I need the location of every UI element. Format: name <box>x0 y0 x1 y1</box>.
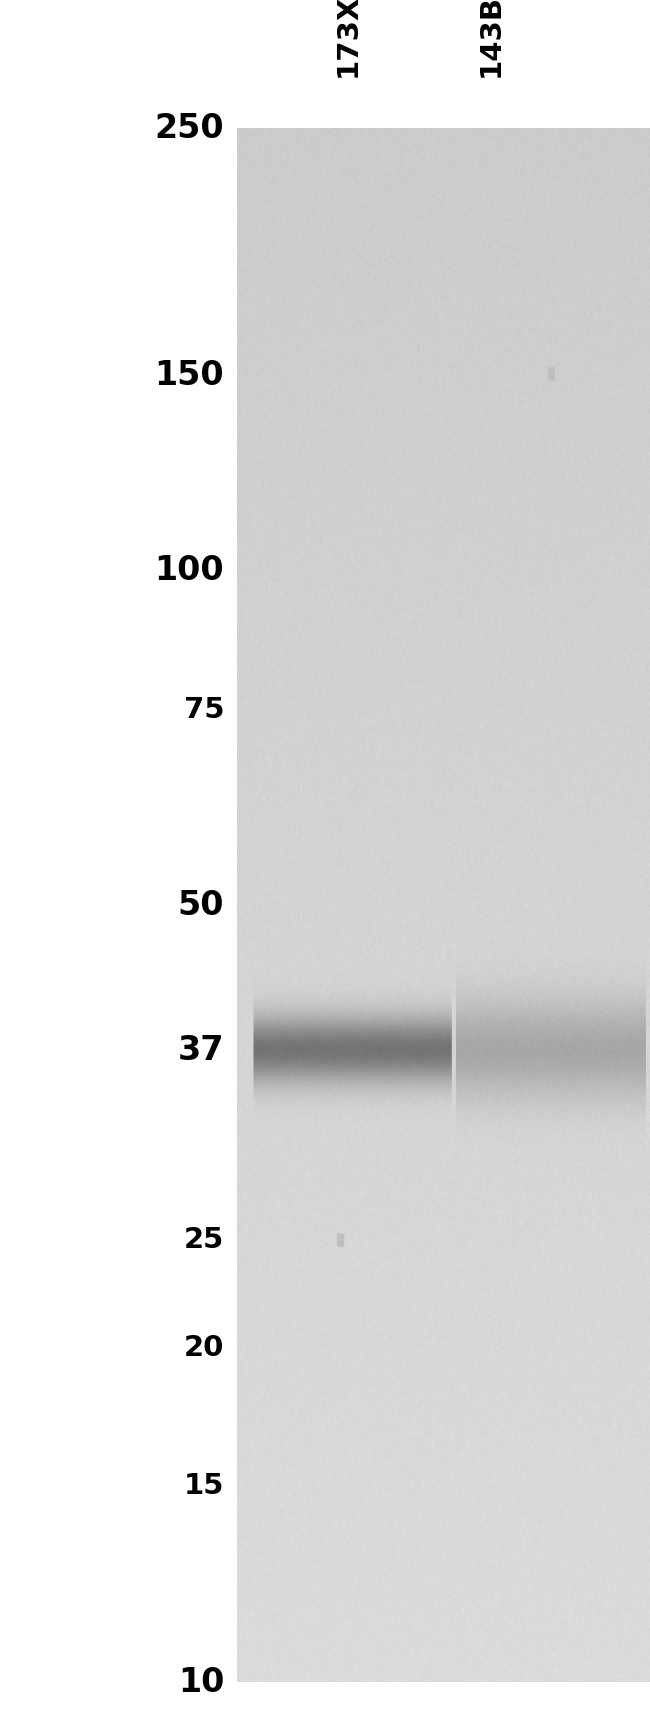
Text: 173X: 173X <box>333 0 362 77</box>
Text: 15: 15 <box>184 1473 224 1501</box>
Text: 250: 250 <box>155 111 224 146</box>
Text: 100: 100 <box>155 555 224 588</box>
Text: 75: 75 <box>184 695 224 723</box>
Text: 10: 10 <box>178 1665 224 1699</box>
Text: 150: 150 <box>155 358 224 392</box>
Text: 37: 37 <box>177 1035 224 1067</box>
Text: 50: 50 <box>177 889 224 922</box>
Text: 25: 25 <box>184 1227 224 1254</box>
Text: 143B: 143B <box>476 0 505 77</box>
Text: 20: 20 <box>184 1334 224 1362</box>
